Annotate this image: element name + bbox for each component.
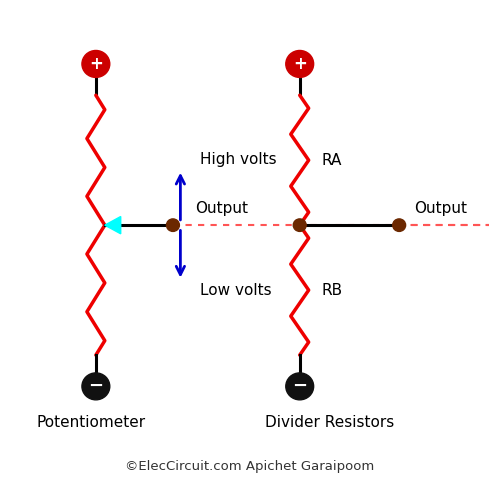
Text: ©ElecCircuit.com Apichet Garaipoom: ©ElecCircuit.com Apichet Garaipoom — [126, 460, 374, 473]
Text: Potentiometer: Potentiometer — [36, 415, 146, 430]
Text: Low volts: Low volts — [200, 283, 272, 298]
Text: Output: Output — [414, 201, 467, 216]
Text: Output: Output — [196, 201, 248, 216]
Text: High volts: High volts — [200, 152, 277, 167]
Circle shape — [392, 219, 406, 231]
Polygon shape — [105, 216, 120, 234]
Text: −: − — [292, 378, 308, 395]
Text: −: − — [88, 378, 104, 395]
Text: +: + — [293, 55, 306, 73]
Circle shape — [286, 373, 314, 400]
Text: RB: RB — [321, 283, 342, 298]
Text: RA: RA — [321, 152, 342, 167]
Text: +: + — [89, 55, 103, 73]
Circle shape — [82, 373, 110, 400]
Circle shape — [294, 219, 306, 231]
Circle shape — [286, 50, 314, 77]
Circle shape — [82, 50, 110, 77]
Text: Divider Resistors: Divider Resistors — [265, 415, 394, 430]
Circle shape — [166, 219, 179, 231]
